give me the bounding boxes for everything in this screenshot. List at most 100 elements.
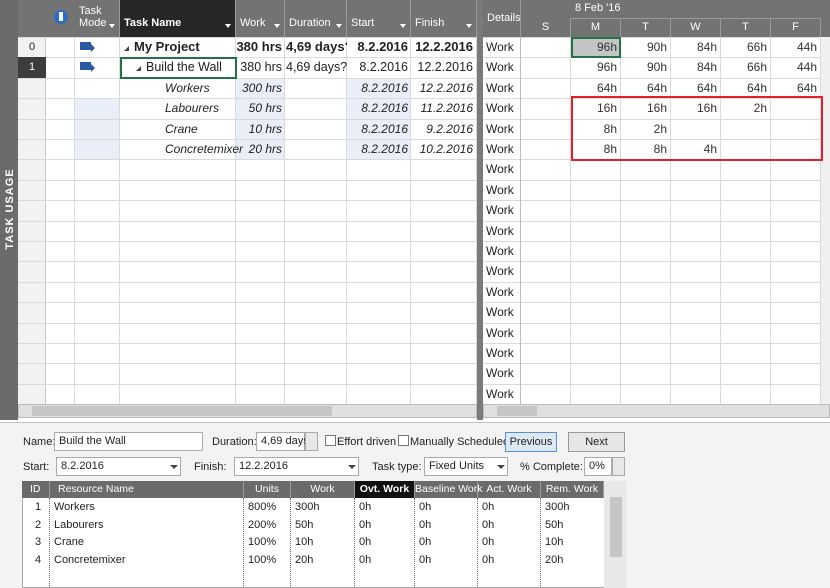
next-button[interactable]: Next bbox=[568, 432, 625, 452]
view-label: TASK USAGE bbox=[4, 168, 16, 250]
collapse-triangle[interactable] bbox=[136, 66, 141, 72]
resource-column-line bbox=[354, 498, 355, 588]
column-header-text: Work bbox=[240, 17, 266, 29]
duration-input[interactable]: 4,69 days? bbox=[256, 432, 315, 451]
resource-cell: Crane bbox=[54, 536, 84, 548]
resource-cell: 0h bbox=[419, 501, 432, 513]
cell-shade bbox=[236, 119, 284, 139]
checkbox[interactable] bbox=[398, 435, 409, 446]
day-header: T bbox=[621, 18, 671, 37]
resource-column-header: Act. Work bbox=[478, 481, 541, 498]
detail-label: Work bbox=[486, 121, 514, 136]
resource-cell: 0h bbox=[359, 553, 372, 566]
row-line bbox=[18, 77, 477, 79]
spinner[interactable] bbox=[612, 457, 625, 476]
spinner[interactable] bbox=[305, 432, 318, 451]
column-filter-arrow[interactable] bbox=[109, 24, 115, 28]
row-line bbox=[18, 343, 477, 344]
complete-input[interactable]: 0% bbox=[584, 457, 612, 476]
dropdown-arrow[interactable] bbox=[497, 465, 505, 469]
detail-label: Work bbox=[486, 223, 514, 238]
resource-cell: Labourers bbox=[54, 518, 104, 531]
timescale-value: 90h bbox=[646, 60, 667, 75]
selected-timescale-cell bbox=[571, 37, 621, 59]
cell-shade bbox=[236, 140, 284, 160]
highlight-box bbox=[571, 96, 823, 162]
task-name: My Project bbox=[134, 39, 200, 54]
timescale-value: 96h bbox=[596, 40, 617, 54]
timescale-value: 64h bbox=[596, 80, 617, 95]
detail-label: Work bbox=[486, 40, 514, 54]
cell-shade bbox=[236, 78, 284, 99]
resource-cell: 0h bbox=[482, 536, 495, 548]
resource-cell: 1 bbox=[35, 501, 42, 513]
resource-column-header: Work bbox=[291, 481, 355, 498]
detail-label: Work bbox=[486, 142, 514, 156]
timescale-week-line bbox=[571, 18, 821, 19]
details-header-line bbox=[520, 0, 521, 37]
task-mode-arrow bbox=[91, 64, 95, 73]
previous-button[interactable]: Previous bbox=[505, 432, 557, 452]
day-column-line bbox=[620, 37, 621, 404]
resource-cell: 0h bbox=[359, 536, 372, 548]
column-line bbox=[235, 37, 236, 404]
timescale-value: 66h bbox=[746, 60, 767, 75]
column-filter-arrow[interactable] bbox=[400, 24, 406, 28]
detail-label: Work bbox=[486, 325, 514, 340]
detail-label: Work bbox=[486, 101, 514, 116]
row-line bbox=[483, 77, 821, 79]
row-line bbox=[18, 57, 477, 59]
cell-shade bbox=[347, 119, 410, 139]
task-finish: 9.2.2016 bbox=[426, 121, 473, 136]
task-work: 50 hrs bbox=[248, 101, 282, 116]
finish-input[interactable]: 12.2.2016 bbox=[234, 457, 359, 476]
column-header-text: Task Mode bbox=[79, 5, 107, 29]
dropdown-arrow[interactable] bbox=[348, 465, 356, 469]
resource-column-line bbox=[414, 498, 415, 588]
task-type-select[interactable]: Fixed Units bbox=[424, 457, 508, 476]
row-line bbox=[483, 302, 821, 304]
task-work: 300 hrs bbox=[241, 80, 282, 95]
resource-column-header: Units bbox=[244, 481, 291, 498]
indicator-i bbox=[59, 12, 63, 21]
resource-cell: 3 bbox=[35, 536, 42, 548]
resource-column-header: Baseline Work bbox=[415, 481, 483, 498]
task-finish: 12.2.2016 bbox=[417, 60, 473, 75]
timescale-value: 8h bbox=[603, 121, 617, 136]
column-filter-arrow[interactable] bbox=[336, 24, 342, 28]
timescale-value: 64h bbox=[646, 80, 667, 95]
dropdown-arrow[interactable] bbox=[170, 465, 178, 469]
h-scroll-thumb[interactable] bbox=[32, 406, 332, 416]
day-column-line bbox=[770, 37, 771, 404]
column-filter-arrow[interactable] bbox=[225, 24, 231, 28]
task-finish: 11.2.2016 bbox=[420, 101, 474, 116]
cell-shade bbox=[347, 78, 410, 99]
day-header: T bbox=[721, 18, 771, 37]
row-line bbox=[18, 220, 477, 222]
detail-label: Work bbox=[486, 386, 514, 401]
detail-label: Work bbox=[486, 366, 514, 381]
column-filter-arrow[interactable] bbox=[274, 24, 280, 28]
day-header: S bbox=[521, 18, 571, 37]
row-line bbox=[483, 241, 821, 242]
task-name: Build the Wall bbox=[146, 60, 222, 75]
column-filter-arrow[interactable] bbox=[466, 24, 472, 28]
selected-cell bbox=[120, 57, 237, 79]
h-scroll-thumb[interactable] bbox=[497, 406, 537, 416]
form-label: Task type: bbox=[372, 461, 422, 473]
start-input[interactable]: 8.2.2016 bbox=[56, 457, 181, 476]
name-input[interactable]: Build the Wall bbox=[54, 432, 203, 451]
row-line bbox=[18, 37, 477, 38]
resource-scroll-thumb[interactable] bbox=[610, 497, 622, 557]
day-header: M bbox=[571, 18, 621, 37]
checkbox[interactable] bbox=[325, 435, 336, 446]
collapse-triangle[interactable] bbox=[124, 46, 129, 51]
column-header bbox=[120, 0, 236, 37]
task-duration: 4,69 days? bbox=[286, 39, 347, 54]
resource-cell: 300h bbox=[545, 501, 570, 513]
task-finish: 12.2.2016 bbox=[419, 80, 473, 95]
details-header: Details bbox=[487, 12, 521, 24]
resource-cell: 0h bbox=[419, 518, 432, 531]
column-line bbox=[284, 37, 285, 404]
